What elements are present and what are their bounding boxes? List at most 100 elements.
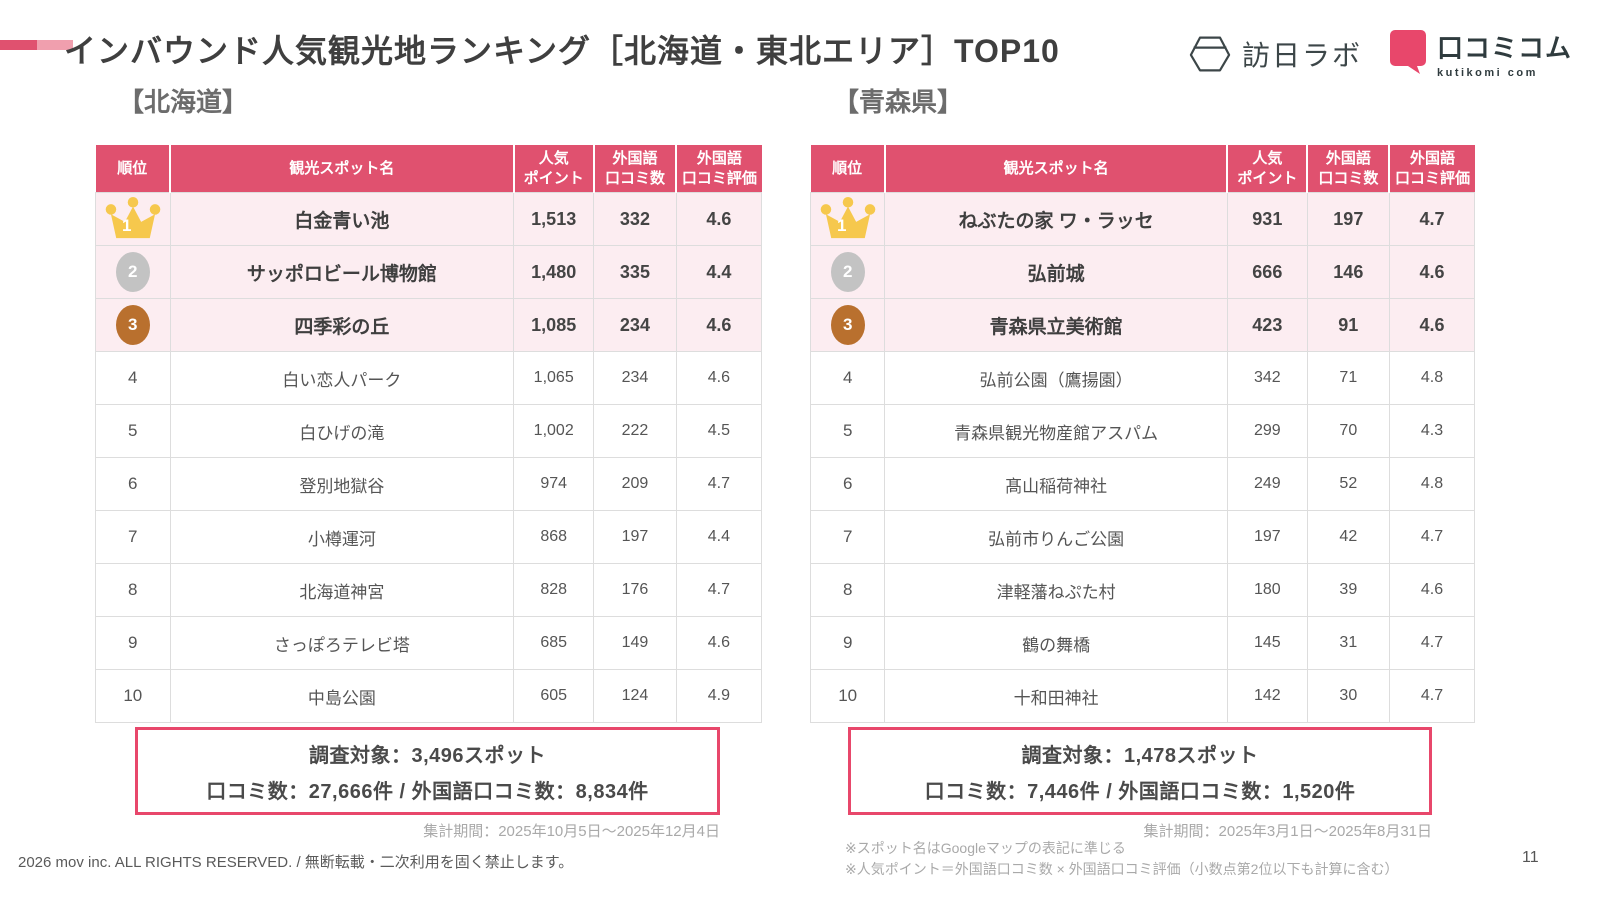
rank-cell: 7 — [809, 510, 886, 564]
spot-name: 弘前市りんご公園 — [884, 510, 1228, 564]
rank-number: 5 — [128, 421, 138, 440]
foreign-review-count: 332 — [593, 192, 677, 246]
rank-cell: 10 — [809, 669, 886, 723]
rank-cell: 5 — [95, 404, 171, 458]
col-header-points: 人気 ポイント — [1226, 145, 1308, 193]
popularity-points: 666 — [1226, 245, 1308, 299]
rank-cell: 3 — [95, 298, 171, 352]
table-row: 3 四季彩の丘 1,085 234 4.6 — [95, 298, 763, 352]
col-header-rank: 順位 — [95, 145, 171, 193]
popularity-points: 605 — [513, 669, 595, 723]
table-row: 9 鶴の舞橋 145 31 4.7 — [809, 616, 1476, 670]
rank-number: 3 — [115, 305, 150, 345]
col-header-spot-name: 観光スポット名 — [169, 145, 514, 193]
rank-number: 6 — [128, 474, 138, 493]
houjitsu-lab-logo: 訪日ラボ — [1188, 34, 1362, 74]
popularity-points: 342 — [1226, 351, 1308, 405]
crown-icon — [819, 196, 877, 242]
rank-cell: 10 — [95, 669, 171, 723]
houjitsu-lab-logo-text: 訪日ラボ — [1242, 40, 1363, 71]
rank-cell: 6 — [95, 457, 171, 511]
table-row: 2 サッポロビール博物館 1,480 335 4.4 — [95, 245, 763, 299]
rank-cell: 6 — [809, 457, 886, 511]
popularity-points: 142 — [1226, 669, 1308, 723]
col-header-review-rating: 外国語 口コミ評価 — [1388, 145, 1475, 193]
rank-number: 1 — [122, 216, 132, 235]
rank-number: 6 — [842, 474, 853, 493]
copyright-footer: 2026 mov inc. ALL RIGHTS RESERVED. / 無断転… — [18, 854, 574, 871]
foreign-review-count: 146 — [1306, 245, 1390, 299]
rank-number: 7 — [128, 527, 138, 546]
rank-cell: 1 — [809, 192, 886, 246]
survey-scope: 調査対象：3,496スポット — [308, 744, 547, 767]
popularity-points: 685 — [513, 616, 595, 670]
rank-cell: 8 — [95, 563, 171, 617]
spot-name: 北海道神宮 — [169, 563, 515, 617]
crown-icon — [104, 196, 162, 242]
rank-cell: 2 — [809, 245, 886, 299]
spot-name: 白ひげの滝 — [169, 404, 515, 458]
aggregation-period-hokkaido: 集計期間：2025年10月5日～2025年12月4日 — [423, 823, 720, 840]
popularity-points: 197 — [1226, 510, 1308, 564]
table-row: 1 白金青い池 1,513 332 4.6 — [95, 192, 763, 246]
popularity-points: 1,085 — [513, 298, 595, 352]
spot-name: 津軽藩ねぷた村 — [884, 563, 1228, 617]
table-row: 7 小樽運河 868 197 4.4 — [95, 510, 763, 564]
kutikomi-logo-text: 口コミコム — [1437, 33, 1573, 63]
foreign-review-count: 209 — [593, 457, 677, 511]
rank-cell: 4 — [809, 351, 886, 405]
spot-name: 鶴の舞橋 — [884, 616, 1228, 670]
section-heading-hokkaido: 【北海道】 — [118, 87, 249, 117]
rank-cell: 7 — [95, 510, 171, 564]
popularity-points: 423 — [1226, 298, 1308, 352]
table-row: 2 弘前城 666 146 4.6 — [809, 245, 1476, 299]
aggregation-period-aomori: 集計期間：2025年3月1日～2025年8月31日 — [1143, 823, 1432, 840]
rank-cell: 9 — [95, 616, 171, 670]
kutikomi-logo-subtext: kutikomi com — [1437, 67, 1538, 79]
rank-number: 2 — [115, 252, 150, 292]
spot-name: 四季彩の丘 — [169, 298, 515, 352]
spot-name: 登別地獄谷 — [169, 457, 515, 511]
foreign-review-count: 70 — [1306, 404, 1390, 458]
table-row: 5 青森県観光物産館アスパム 299 70 4.3 — [809, 404, 1476, 458]
spot-name: ねぶたの家 ワ・ラッセ — [884, 192, 1228, 246]
table-row: 8 北海道神宮 828 176 4.7 — [95, 563, 763, 617]
popularity-points: 1,065 — [513, 351, 595, 405]
spot-name: 小樽運河 — [169, 510, 515, 564]
foreign-review-count: 124 — [593, 669, 677, 723]
spot-name: 弘前城 — [884, 245, 1228, 299]
review-counts: 口コミ数：7,446件 / 外国語口コミ数：1,520件 — [924, 780, 1356, 803]
popularity-points: 931 — [1226, 192, 1308, 246]
rank-number: 10 — [838, 686, 858, 705]
foreign-review-count: 149 — [593, 616, 677, 670]
foreign-review-count: 39 — [1306, 563, 1390, 617]
foreign-review-rating: 4.3 — [1388, 404, 1476, 458]
rank-cell: 1 — [95, 192, 171, 246]
rank-cell: 3 — [809, 298, 886, 352]
spot-name: 中島公園 — [169, 669, 515, 723]
foreign-review-count: 91 — [1306, 298, 1390, 352]
rank-number: 8 — [128, 580, 138, 599]
foreign-review-rating: 4.7 — [1388, 192, 1476, 246]
footnote-spot-name: ※スポット名はGoogleマップの表記に準じる — [845, 840, 1126, 856]
accent-dash-dark — [0, 40, 37, 50]
rank-number: 9 — [128, 633, 138, 652]
rank-number: 7 — [842, 527, 853, 546]
table-row: 8 津軽藩ねぷた村 180 39 4.6 — [809, 563, 1476, 617]
foreign-review-rating: 4.6 — [1388, 298, 1476, 352]
popularity-points: 1,480 — [513, 245, 595, 299]
footnote-points-formula: ※人気ポイント＝外国語口コミ数 × 外国語口コミ評価（小数点第2位以下も計算に含… — [845, 861, 1399, 877]
table-row: 9 さっぽろテレビ塔 685 149 4.6 — [95, 616, 763, 670]
ranking-table-hokkaido: 順位 観光スポット名 人気 ポイント 外国語 口コミ数 外国語 口コミ評価 1 — [95, 145, 763, 723]
foreign-review-rating: 4.7 — [675, 563, 763, 617]
col-header-review-count: 外国語 口コミ数 — [592, 145, 677, 193]
summary-box-hokkaido: 調査対象：3,496スポット 口コミ数：27,666件 / 外国語口コミ数：8,… — [135, 727, 720, 815]
rank-cell: 5 — [809, 404, 886, 458]
foreign-review-rating: 4.4 — [675, 510, 763, 564]
kutikomi-logo: 口コミコム kutikomi com — [1388, 28, 1572, 79]
rank-number: 1 — [836, 216, 847, 235]
page-number: 11 — [1522, 849, 1539, 866]
spot-name: 白い恋人パーク — [169, 351, 515, 405]
rank-number: 3 — [830, 305, 865, 345]
popularity-points: 249 — [1226, 457, 1308, 511]
